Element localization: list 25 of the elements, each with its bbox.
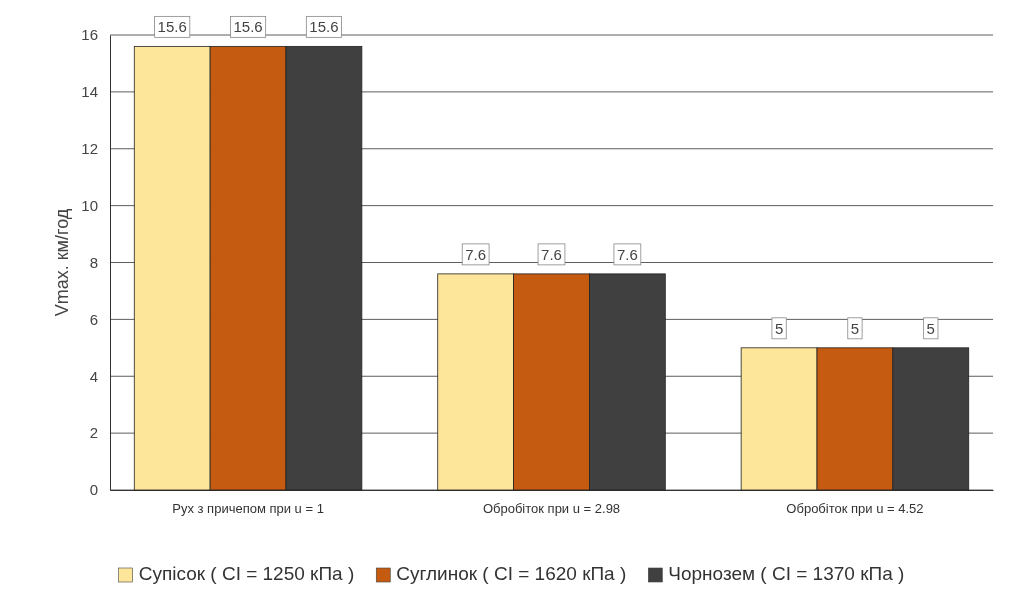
data-label: 15.6 — [157, 18, 187, 36]
data-label: 5 — [850, 319, 860, 337]
x-tick-label: Рух з причепом при u = 1 — [172, 501, 324, 517]
y-tick-label: 16 — [81, 26, 98, 44]
y-axis-title: Vmax. км/год — [52, 208, 72, 317]
y-tick-label: 10 — [81, 196, 98, 214]
data-label: 15.6 — [309, 18, 339, 36]
y-tick-label: 4 — [89, 367, 98, 385]
data-label: 15.6 — [233, 18, 263, 36]
y-tick-label: 12 — [81, 140, 98, 158]
legend-label: Суглинок ( CI = 1620 кПа ) — [396, 563, 627, 584]
data-label: 5 — [774, 319, 784, 337]
data-label: 7.6 — [541, 245, 562, 263]
y-tick-label: 6 — [89, 310, 98, 328]
legend-label: Супісок ( CI = 1250 кПа ) — [138, 563, 355, 584]
legend-label: Чорнозем ( CI = 1370 кПа ) — [668, 563, 905, 584]
y-tick-label: 14 — [81, 83, 98, 101]
data-label: 5 — [926, 319, 935, 337]
data-label: 7.6 — [616, 245, 638, 263]
y-tick-label: 2 — [89, 424, 98, 442]
x-tick-label: Обробіток при u = 2.98 — [482, 501, 621, 517]
y-tick-label: 8 — [89, 253, 98, 271]
data-label: 7.6 — [465, 245, 487, 263]
x-tick-label: Обробіток при u = 4.52 — [786, 501, 924, 517]
y-tick-label: 0 — [89, 481, 98, 499]
